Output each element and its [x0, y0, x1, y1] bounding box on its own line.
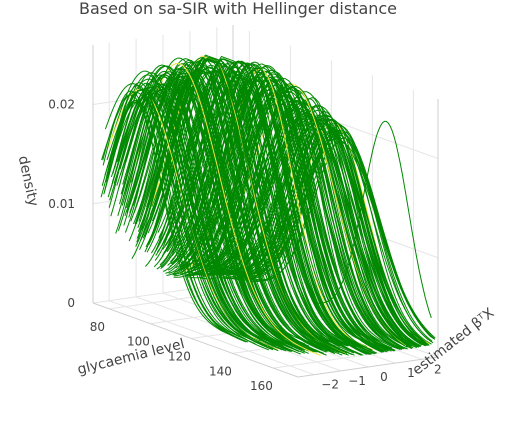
density-curve [147, 69, 345, 355]
y-axis-line [297, 356, 439, 378]
y-tick-label: −1 [348, 374, 366, 388]
density-curve [119, 74, 283, 347]
z-tick-label: 0.02 [48, 98, 75, 112]
floor-grid-line [162, 292, 369, 368]
density-curve [124, 68, 293, 347]
density-curve [184, 73, 390, 351]
density-curves [100, 54, 436, 356]
z-axis-title: density [15, 154, 41, 208]
density-curve [119, 64, 300, 352]
y-tick-label: 0 [380, 370, 388, 384]
density-curve [140, 70, 328, 352]
density-curve [313, 120, 432, 319]
z-tick-label: 0.01 [48, 197, 75, 211]
z-tick-label: 0 [67, 296, 75, 310]
x-axis-line [92, 302, 299, 378]
x-tick-label: 100 [127, 335, 150, 349]
density-curve [102, 94, 242, 340]
y-tick-label: 1 [407, 366, 415, 380]
density-curve [155, 63, 341, 349]
y-tick-label: −2 [321, 378, 339, 392]
density-curve [102, 90, 236, 338]
chart-title: Based on sa-SIR with Hellinger distance [79, 0, 397, 18]
density-curve [116, 90, 293, 352]
density-curve [133, 77, 321, 353]
density-curve [113, 92, 291, 352]
density-curve [101, 91, 269, 351]
density-curve [163, 74, 346, 347]
x-tick-label: 120 [168, 350, 191, 364]
density-curve [104, 88, 274, 351]
density-curve [100, 101, 247, 343]
floor-grid-line [108, 300, 315, 376]
y-tick-label: 2 [434, 362, 442, 376]
x-tick-label: 160 [250, 379, 273, 393]
density-curve [111, 70, 287, 352]
density-curve [143, 58, 335, 353]
x-tick-label: 140 [209, 364, 232, 378]
density-curve [174, 67, 373, 351]
density-curve [178, 67, 385, 352]
x-tick-label: 80 [90, 320, 105, 334]
density-curve [221, 97, 412, 348]
density-curve [200, 83, 393, 349]
